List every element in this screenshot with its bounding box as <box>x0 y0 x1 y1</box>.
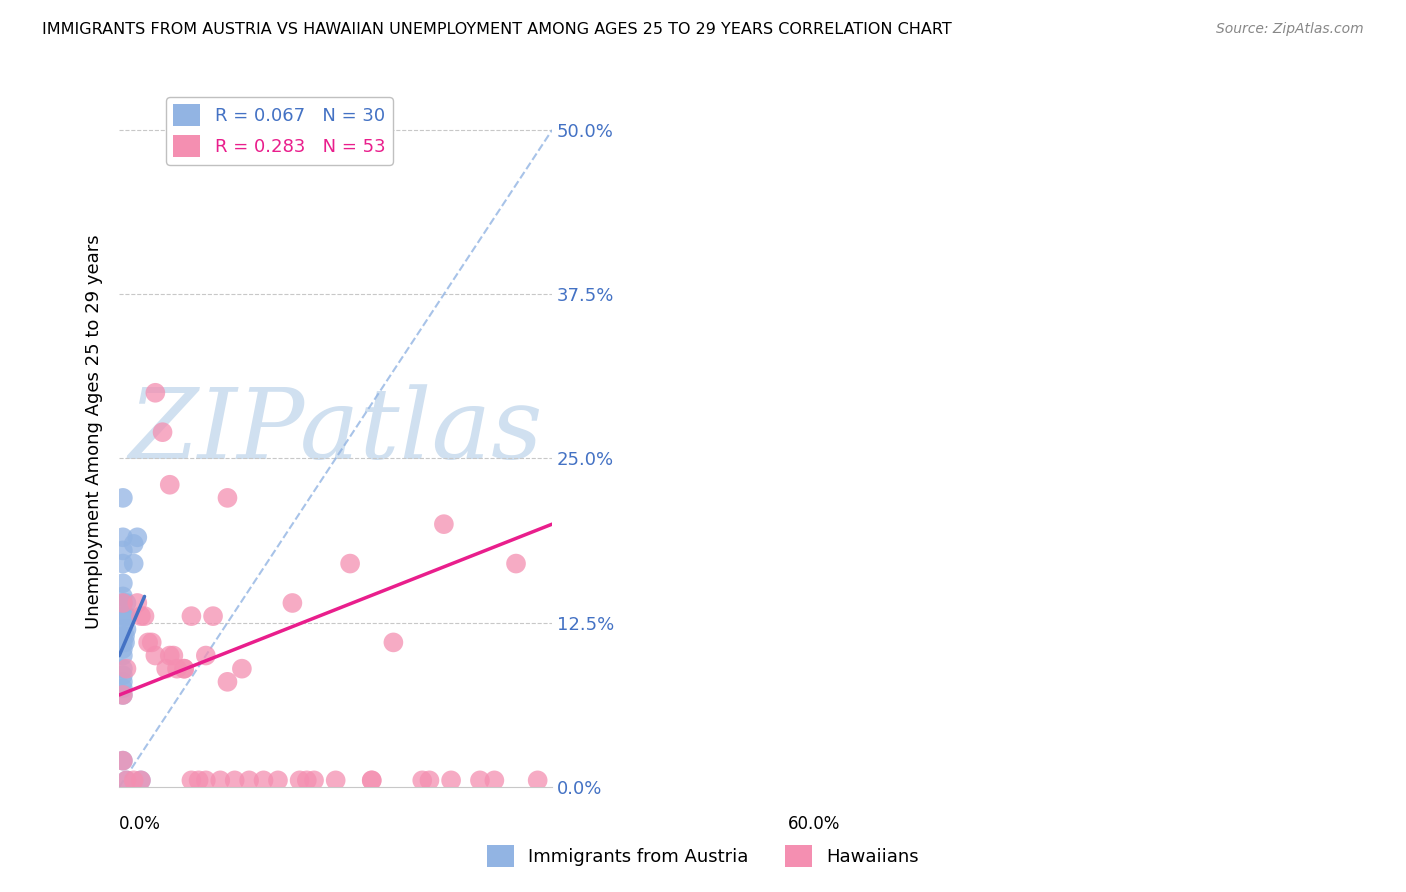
Point <box>152 425 174 440</box>
Point <box>252 773 274 788</box>
Point <box>433 517 456 532</box>
Point <box>127 596 149 610</box>
Point <box>194 773 217 788</box>
Point <box>143 385 166 400</box>
Point <box>111 681 134 696</box>
Point <box>115 609 138 624</box>
Point <box>115 662 138 676</box>
Point <box>122 773 145 788</box>
Point <box>127 530 149 544</box>
Point <box>111 543 134 558</box>
Point <box>111 648 134 663</box>
Point <box>143 648 166 663</box>
Point <box>202 609 225 624</box>
Point <box>194 648 217 663</box>
Point <box>231 662 253 676</box>
Point <box>122 557 145 571</box>
Point <box>111 688 134 702</box>
Point <box>111 754 134 768</box>
Point <box>217 491 239 505</box>
Point <box>440 773 463 788</box>
Point <box>122 537 145 551</box>
Point <box>295 773 318 788</box>
Point <box>141 635 163 649</box>
Point <box>180 609 202 624</box>
Text: IMMIGRANTS FROM AUSTRIA VS HAWAIIAN UNEMPLOYMENT AMONG AGES 25 TO 29 YEARS CORRE: IMMIGRANTS FROM AUSTRIA VS HAWAIIAN UNEM… <box>42 22 952 37</box>
Text: Source: ZipAtlas.com: Source: ZipAtlas.com <box>1216 22 1364 37</box>
Point <box>114 635 136 649</box>
Point <box>505 557 527 571</box>
Point <box>173 662 195 676</box>
Point <box>129 609 152 624</box>
Point <box>217 674 239 689</box>
Point <box>325 773 347 788</box>
Point <box>111 674 134 689</box>
Text: ZIPatlas: ZIPatlas <box>128 384 543 480</box>
Point <box>115 596 138 610</box>
Point <box>111 530 134 544</box>
Point <box>484 773 506 788</box>
Point <box>187 773 209 788</box>
Point <box>115 773 138 788</box>
Point <box>115 622 138 636</box>
Point <box>360 773 382 788</box>
Text: 60.0%: 60.0% <box>789 815 841 833</box>
Point <box>173 662 195 676</box>
Point <box>111 609 134 624</box>
Point <box>114 629 136 643</box>
Point <box>526 773 548 788</box>
Point <box>129 773 152 788</box>
Point <box>111 642 134 657</box>
Point <box>111 557 134 571</box>
Point <box>267 773 290 788</box>
Point <box>111 629 134 643</box>
Point <box>238 773 260 788</box>
Point <box>281 596 304 610</box>
Point <box>136 635 159 649</box>
Point <box>159 648 181 663</box>
Point <box>288 773 311 788</box>
Y-axis label: Unemployment Among Ages 25 to 29 years: Unemployment Among Ages 25 to 29 years <box>86 235 103 630</box>
Legend: Immigrants from Austria, Hawaiians: Immigrants from Austria, Hawaiians <box>479 838 927 874</box>
Text: 0.0%: 0.0% <box>120 815 162 833</box>
Point <box>111 491 134 505</box>
Point <box>155 662 177 676</box>
Point <box>411 773 433 788</box>
Point <box>111 635 134 649</box>
Point <box>360 773 382 788</box>
Legend: R = 0.067   N = 30, R = 0.283   N = 53: R = 0.067 N = 30, R = 0.283 N = 53 <box>166 97 392 165</box>
Point <box>134 609 156 624</box>
Point <box>111 688 134 702</box>
Point <box>111 662 134 676</box>
Point <box>339 557 361 571</box>
Point <box>111 754 134 768</box>
Point <box>224 773 246 788</box>
Point <box>111 596 134 610</box>
Point <box>111 622 134 636</box>
Point <box>111 590 134 604</box>
Point <box>159 477 181 491</box>
Point <box>468 773 491 788</box>
Point <box>111 596 134 610</box>
Point <box>162 648 184 663</box>
Point <box>114 609 136 624</box>
Point <box>302 773 325 788</box>
Point <box>111 576 134 591</box>
Point <box>180 773 202 788</box>
Point <box>166 662 188 676</box>
Point <box>115 773 138 788</box>
Point <box>129 773 152 788</box>
Point <box>111 668 134 682</box>
Point <box>382 635 405 649</box>
Point <box>209 773 232 788</box>
Point <box>418 773 440 788</box>
